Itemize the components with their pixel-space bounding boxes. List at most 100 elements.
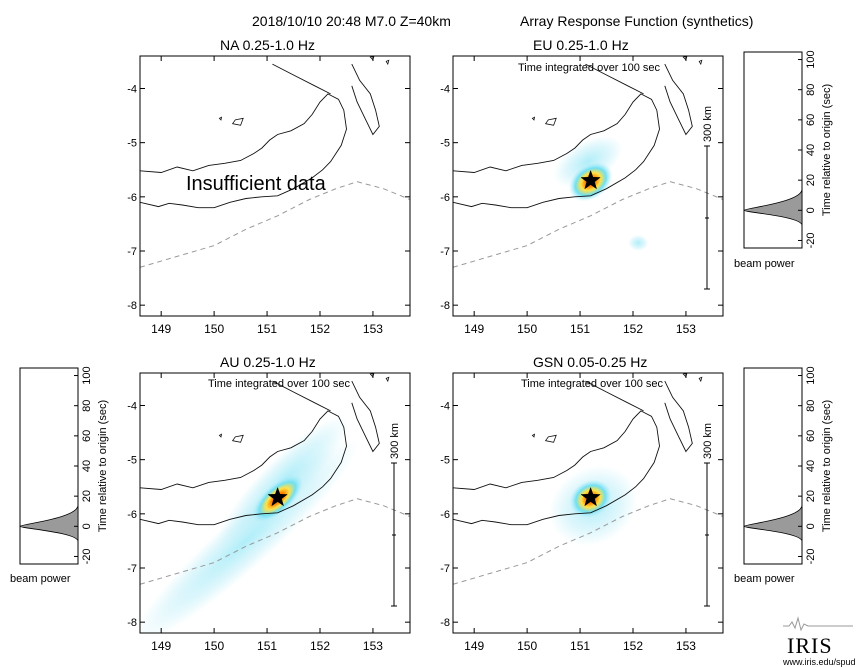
epicenter-star	[580, 486, 601, 507]
x-tick-label: 153	[363, 639, 383, 653]
beam-power-blob	[628, 234, 649, 251]
coastline	[453, 410, 660, 526]
x-tick-label: 149	[464, 639, 484, 653]
x-tick-label: 149	[151, 639, 171, 653]
x-tick-label: 153	[676, 639, 696, 653]
coastline	[664, 380, 693, 453]
coastline	[140, 410, 347, 526]
coastline	[585, 380, 644, 412]
map-panel-au: 149 150 151 152 153 -4 -5 -6 -7 -8 300 km	[127, 372, 411, 653]
x-tick-label: 153	[363, 322, 383, 336]
map-panel-eu: 149 150 151 152 153 -4 -5 -6 -7 -8 300 km	[440, 55, 724, 336]
coastline	[585, 63, 644, 95]
map-frame	[139, 55, 411, 317]
y-tick-label: -8	[440, 617, 450, 629]
panel-gsn-title: GSN 0.05-0.25 Hz	[533, 354, 648, 370]
x-tick-label: 151	[570, 639, 590, 653]
iris-url: www.iris.edu/spud	[783, 657, 856, 667]
panel-na-title: NA 0.25-1.0 Hz	[220, 37, 315, 53]
scale-bar-label: 300 km	[389, 423, 401, 459]
y-tick-label: -6	[127, 192, 137, 204]
product-title: Array Response Function (synthetics)	[520, 13, 754, 29]
x-tick-label: 152	[310, 322, 330, 336]
beam-tick-label: 60	[81, 430, 93, 442]
beam-power-plot-gsn: -20 0 20 40 60 80 100 Time relative to origin (…	[743, 366, 833, 565]
y-tick-label: -7	[127, 246, 137, 258]
beam-tick-label: 0	[805, 207, 817, 213]
x-tick-label: 151	[257, 639, 277, 653]
trench-line	[140, 498, 410, 585]
beam-power-plot-au: -20 0 20 40 60 80 100 Time relative to origin (…	[19, 366, 109, 565]
beam-tick-label: 0	[81, 523, 93, 529]
x-tick-label: 151	[257, 322, 277, 336]
islet	[385, 376, 390, 383]
x-tick-label: 152	[310, 639, 330, 653]
beam-tick-label: 20	[805, 490, 817, 502]
trench-line	[453, 498, 723, 585]
y-tick-label: -4	[440, 401, 450, 413]
beam-tick-label: 60	[805, 430, 817, 442]
islet	[218, 116, 223, 121]
beam-axis-label: Time relative to origin (sec)	[97, 400, 109, 532]
x-tick-label: 152	[623, 639, 643, 653]
y-tick-label: -4	[440, 84, 450, 96]
insufficient-data-note: Insufficient data	[186, 173, 326, 195]
beam-tick-label: 60	[805, 114, 817, 126]
y-tick-label: -5	[127, 138, 137, 150]
y-tick-label: -8	[127, 300, 137, 312]
beam-tick-label: 80	[805, 84, 817, 96]
iris-logo: IRIS www.iris.edu/spud	[783, 612, 856, 667]
islet	[369, 56, 375, 61]
beam-tick-label: 40	[805, 144, 817, 156]
coastline	[351, 380, 380, 453]
y-tick-label: -5	[440, 455, 450, 467]
map-frame	[452, 55, 724, 317]
iris-logo-text: IRIS	[787, 633, 833, 658]
y-tick-label: -7	[127, 563, 137, 575]
coastline	[272, 63, 331, 95]
islet	[698, 376, 703, 383]
beam-tick-label: 0	[805, 523, 817, 529]
beam-power-peak	[743, 189, 803, 226]
islet	[544, 117, 557, 126]
beam-power-peak	[19, 505, 79, 542]
y-tick-label: -5	[127, 455, 137, 467]
islet	[682, 56, 688, 61]
gsn-integration-note: Time integrated over 100 sec	[521, 378, 664, 390]
beam-tick-label: 80	[805, 400, 817, 412]
beam-tick-label: 80	[81, 400, 93, 412]
y-tick-label: -6	[127, 509, 137, 521]
beam-power-peak	[743, 505, 803, 542]
islet	[231, 434, 244, 443]
x-tick-label: 149	[464, 322, 484, 336]
coastline	[664, 63, 693, 136]
islet	[531, 433, 536, 438]
scale-bar-label: 300 km	[702, 423, 714, 459]
x-tick-label: 150	[517, 322, 537, 336]
beam-power-label-eu: beam power	[734, 258, 795, 270]
x-tick-label: 150	[204, 322, 224, 336]
panel-au-title: AU 0.25-1.0 Hz	[220, 354, 316, 370]
beam-tick-label: 40	[805, 460, 817, 472]
beam-tick-label: 20	[81, 490, 93, 502]
beam-power-plot-eu: -20 0 20 40 60 80 100 Time relative to origin (…	[743, 50, 833, 249]
beam-power-blob	[553, 135, 623, 188]
x-tick-label: 150	[204, 639, 224, 653]
coastline	[351, 63, 380, 136]
beam-tick-label: -20	[805, 549, 817, 565]
islet	[385, 59, 390, 66]
event-title: 2018/10/10 20:48 M7.0 Z=40km	[252, 13, 451, 29]
au-integration-note: Time integrated over 100 sec	[208, 378, 351, 390]
x-tick-label: 151	[570, 322, 590, 336]
y-tick-label: -7	[440, 563, 450, 575]
x-tick-label: 152	[623, 322, 643, 336]
islet	[698, 59, 703, 66]
beam-tick-label: 20	[805, 174, 817, 186]
islet	[218, 433, 223, 438]
beam-tick-label: 100	[81, 366, 93, 384]
beam-power-label-au: beam power	[10, 573, 71, 585]
y-tick-label: -8	[440, 300, 450, 312]
y-tick-label: -6	[440, 192, 450, 204]
epicenter-star	[580, 169, 601, 190]
panel-eu-title: EU 0.25-1.0 Hz	[533, 37, 629, 53]
